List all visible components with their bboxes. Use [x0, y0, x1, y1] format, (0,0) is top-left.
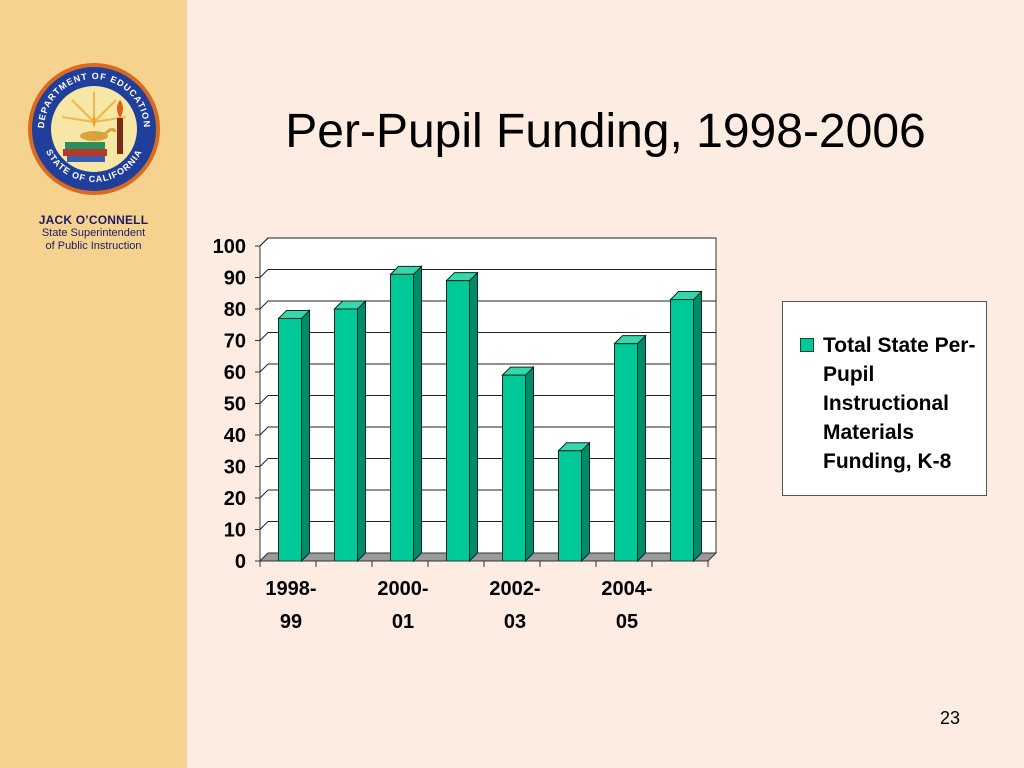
gridline: [259, 426, 716, 436]
bar-chart: 0 10 20 30 40 50 60 70 80 90 100 1998- 99 2000- 01 2002…: [213, 236, 718, 633]
page-number: 23: [940, 708, 961, 728]
presenter-title-line2: of Public Instruction: [45, 240, 142, 252]
y-tick-label: 0: [235, 551, 246, 573]
x-tick-label: 2000-: [377, 578, 428, 600]
bar: [278, 317, 302, 562]
x-tick-label: 03: [504, 611, 526, 633]
bar-side: [357, 299, 366, 563]
bar: [670, 299, 694, 562]
bar-side: [413, 265, 422, 563]
bar: [334, 308, 358, 562]
y-tick-label: 70: [224, 331, 246, 353]
x-tick-label: 2002-: [489, 578, 540, 600]
x-tick-label: 1998-: [265, 578, 316, 600]
presenter-block: JACK O’CONNELL State Superintendent of P…: [0, 213, 187, 253]
bar-side: [581, 441, 590, 563]
x-tick-label: 2004-: [601, 578, 652, 600]
x-tick-label: 01: [392, 611, 414, 633]
y-tick-label: 30: [224, 457, 246, 479]
bar: [446, 280, 470, 562]
y-tick-label: 50: [224, 394, 246, 416]
department-seal-logo: DEPARTMENT OF EDUCATION STATE OF CALIFOR…: [28, 63, 160, 195]
plot-floor: [258, 552, 718, 562]
y-tick-label: 20: [224, 488, 246, 510]
y-tick-label: 80: [224, 299, 246, 321]
y-tick-label: 100: [213, 236, 246, 258]
y-tick-label: 40: [224, 425, 246, 447]
y-tick-label: 60: [224, 362, 246, 384]
plot-area: [259, 237, 717, 563]
sidebar: DEPARTMENT OF EDUCATION STATE OF CALIFOR…: [0, 0, 187, 768]
bar: [502, 374, 526, 562]
bar-side: [301, 309, 310, 563]
bar: [614, 343, 638, 562]
presenter-title-line1: State Superintendent: [41, 227, 146, 239]
gridline: [259, 269, 716, 278]
x-tick-label: 99: [280, 611, 302, 633]
bar: [558, 450, 582, 562]
legend-entry-label: Total State Per-Pupil Instructional Mate…: [823, 334, 976, 473]
x-tick-label: 05: [616, 611, 638, 633]
y-tick-label: 10: [224, 520, 246, 542]
gridline: [259, 363, 716, 373]
bar-side: [693, 290, 702, 563]
presenter-name: JACK O’CONNELL: [38, 213, 149, 227]
bar: [390, 273, 414, 562]
gridline: [259, 395, 716, 404]
bar-side: [469, 271, 478, 563]
gridline: [259, 332, 716, 341]
bar-side: [637, 334, 646, 563]
chart-legend: Total State Per-Pupil Instructional Mate…: [782, 301, 987, 496]
slide-title: Per-Pupil Funding, 1998-2006: [285, 105, 926, 158]
gridline: [259, 237, 716, 247]
bar-side: [525, 365, 534, 563]
legend-swatch: [800, 338, 814, 352]
y-tick-label: 90: [224, 268, 246, 290]
gridline: [259, 300, 716, 310]
